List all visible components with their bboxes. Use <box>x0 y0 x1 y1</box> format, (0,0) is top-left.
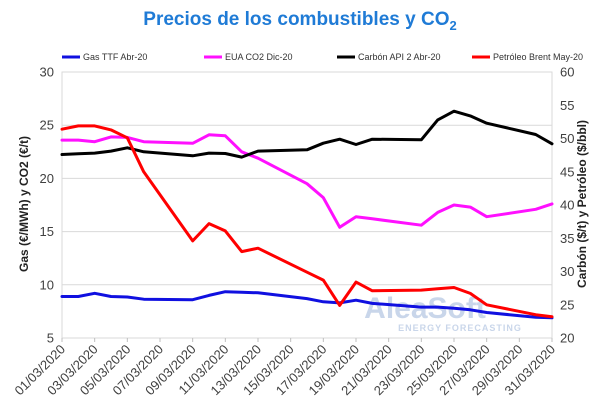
legend: Gas TTF Abr-20 EUA CO2 Dic-20 Carbón API 2… <box>62 52 583 62</box>
y-right-tick-label: 30 <box>560 264 574 279</box>
series-line-petroleo-brent-may-20 <box>60 124 554 319</box>
series-line-gas-ttf-abr-20 <box>60 290 554 320</box>
series-lines <box>60 109 554 320</box>
y-left-tick-label: 15 <box>40 224 54 239</box>
x-axis: 01/03/202003/03/202005/03/202007/03/2020… <box>11 338 558 398</box>
y-axis-left: 5 10 15 20 25 30 <box>40 65 54 346</box>
y-axis-right-label: Carbón ($/t) y Petróleo ($/bbl) <box>575 120 589 288</box>
y-right-tick-label: 35 <box>560 231 574 246</box>
y-left-tick-label: 25 <box>40 118 54 133</box>
legend-label-gas-ttf-abr-20: Gas TTF Abr-20 <box>83 52 147 62</box>
y-right-tick-label: 45 <box>560 164 574 179</box>
y-right-tick-label: 60 <box>560 65 574 80</box>
y-right-tick-label: 25 <box>560 297 574 312</box>
chart-title: Precios de los combustibles y CO2 <box>143 9 456 33</box>
y-left-tick-label: 20 <box>40 171 54 186</box>
y-axis-right: 20 25 30 35 40 45 50 55 60 <box>560 65 574 346</box>
chart-title-main: Precios de los combustibles y CO <box>143 9 449 30</box>
gridlines <box>61 71 553 339</box>
chart-title-subscript: 2 <box>449 18 456 33</box>
legend-label-petroleo-brent-may-20: Petróleo Brent May-20 <box>493 52 583 62</box>
y-right-tick-label: 50 <box>560 131 574 146</box>
y-right-tick-label: 20 <box>560 331 574 346</box>
y-left-tick-label: 5 <box>47 331 54 346</box>
series-line-carbon-api-2-abr-20 <box>60 109 554 159</box>
legend-label-carbon-api-2-abr-20: Carbón API 2 Abr-20 <box>358 52 441 62</box>
watermark-subtitle: ENERGY FORECASTING <box>398 323 522 333</box>
y-left-tick-label: 30 <box>40 65 54 80</box>
y-axis-left-label: Gas (€/MWh) y CO2 (€/t) <box>17 136 31 272</box>
legend-label-eua-co2-dic-20: EUA CO2 Dic-20 <box>225 52 293 62</box>
series-line-eua-co2-dic-20 <box>60 133 554 229</box>
y-right-tick-label: 40 <box>560 198 574 213</box>
y-right-tick-label: 55 <box>560 98 574 113</box>
y-left-tick-label: 10 <box>40 277 54 292</box>
